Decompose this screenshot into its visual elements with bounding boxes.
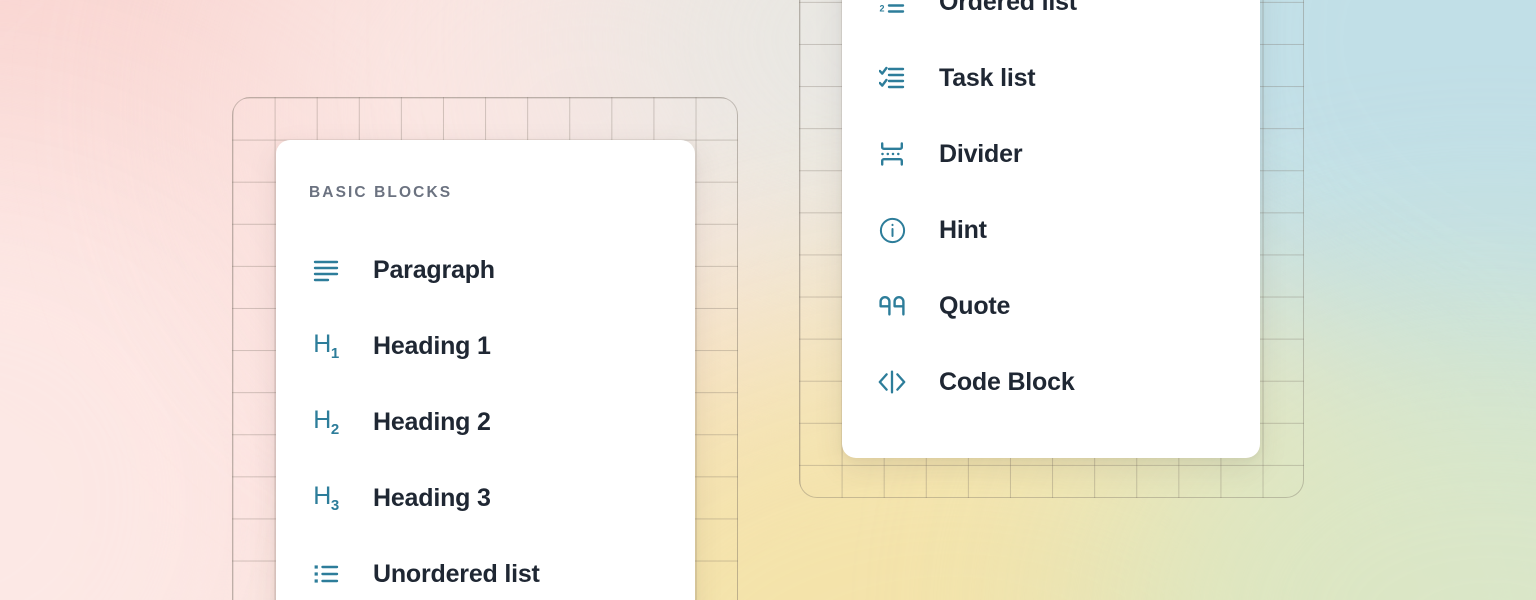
menu-item-quote[interactable]: Quote (842, 268, 1260, 344)
menu-item-heading-3[interactable]: H3 Heading 3 (276, 460, 695, 536)
menu-item-divider[interactable]: Divider (842, 116, 1260, 192)
unordered-list-icon (309, 557, 343, 591)
menu-item-task-list[interactable]: Task list (842, 40, 1260, 116)
paragraph-icon (309, 253, 343, 287)
menu-item-label: Divider (939, 139, 1023, 168)
menu-item-ordered-list[interactable]: 1 2 Ordered list (842, 0, 1260, 40)
menu-item-heading-1[interactable]: H1 Heading 1 (276, 308, 695, 384)
menu-item-label: Paragraph (373, 255, 495, 284)
heading-glyph: H (313, 481, 331, 510)
menu-item-label: Heading 3 (373, 483, 491, 512)
menu-item-label: Code Block (939, 367, 1075, 396)
menu-item-label: Heading 2 (373, 407, 491, 436)
svg-text:2: 2 (880, 4, 885, 14)
menu-item-heading-2[interactable]: H2 Heading 2 (276, 384, 695, 460)
basic-blocks-section-label: BASIC BLOCKS (309, 184, 453, 201)
heading-3-icon: H3 (309, 481, 343, 515)
more-blocks-menu-list: 1 2 Ordered list (842, 0, 1260, 420)
menu-item-paragraph[interactable]: Paragraph (276, 232, 695, 308)
menu-item-hint[interactable]: Hint (842, 192, 1260, 268)
menu-item-label: Unordered list (373, 559, 540, 588)
menu-item-label: Task list (939, 63, 1036, 92)
menu-item-unordered-list[interactable]: Unordered list (276, 536, 695, 600)
svg-text:1: 1 (880, 0, 885, 1)
code-block-icon (875, 365, 909, 399)
divider-icon (875, 137, 909, 171)
menu-item-label: Ordered list (939, 0, 1077, 16)
hint-info-icon (875, 213, 909, 247)
more-blocks-menu-card: 1 2 Ordered list (842, 0, 1260, 458)
heading-glyph: H (313, 405, 331, 434)
menu-item-code-block[interactable]: Code Block (842, 344, 1260, 420)
quote-icon (875, 289, 909, 323)
heading-2-icon: H2 (309, 405, 343, 439)
heading-glyph: H (313, 329, 331, 358)
heading-level: 2 (330, 420, 339, 438)
task-list-icon (875, 61, 909, 95)
ordered-list-icon: 1 2 (875, 0, 909, 19)
heading-level: 1 (330, 344, 339, 362)
basic-blocks-menu-card: BASIC BLOCKS Paragraph H1 Heading 1 H2 (276, 140, 695, 600)
menu-item-label: Quote (939, 291, 1011, 320)
basic-blocks-menu-list: Paragraph H1 Heading 1 H2 Heading 2 H3 H… (276, 232, 695, 600)
menu-item-label: Heading 1 (373, 331, 491, 360)
heading-level: 3 (330, 496, 339, 514)
heading-1-icon: H1 (309, 329, 343, 363)
menu-item-label: Hint (939, 215, 987, 244)
